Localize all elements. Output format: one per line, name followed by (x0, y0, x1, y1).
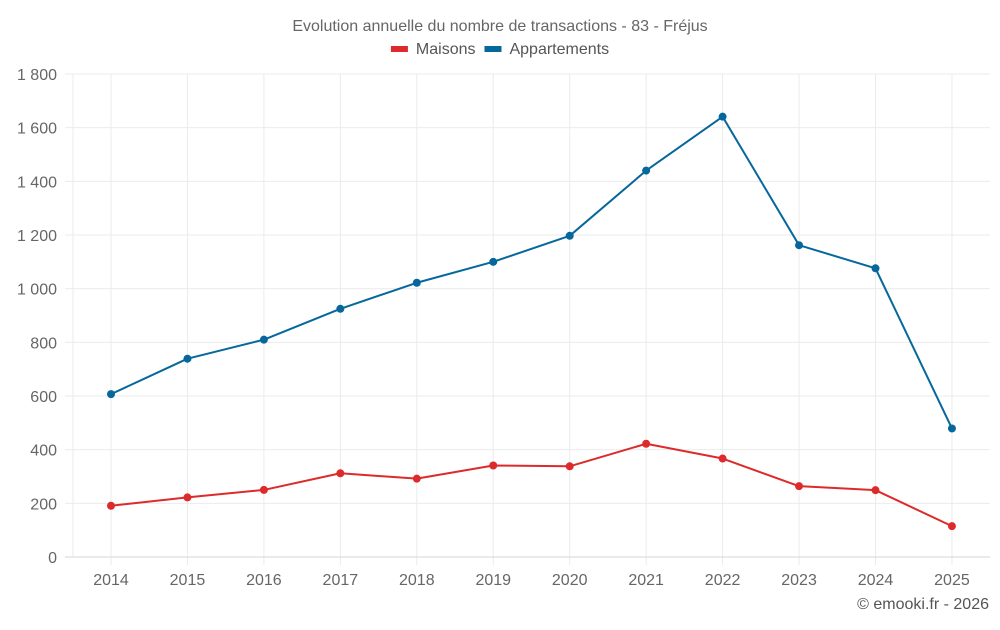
data-point-appartements-2015[interactable] (183, 354, 192, 363)
data-point-maisons-2015[interactable] (183, 493, 192, 502)
legend-swatch (484, 46, 502, 52)
y-axis: 0 200 400 600 800 1 000 1 200 1 400 1 600 1 800 (17, 67, 57, 567)
x-tick-label: 2015 (170, 572, 206, 589)
data-point-maisons-2020[interactable] (565, 462, 574, 471)
grid (65, 73, 990, 565)
x-tick-label: 2016 (246, 572, 282, 589)
series-line-maisons (110, 442, 953, 528)
y-tick-label: 1 000 (17, 282, 57, 299)
data-point-maisons-2019[interactable] (489, 461, 498, 470)
x-tick-label: 2021 (628, 572, 664, 589)
data-point-appartements-2016[interactable] (259, 335, 268, 344)
y-tick-label: 200 (30, 496, 57, 513)
y-tick-label: 1 400 (17, 174, 57, 191)
y-tick-label: 1 800 (17, 67, 57, 84)
data-point-appartements-2022[interactable] (718, 112, 727, 121)
data-point-maisons-2024[interactable] (871, 486, 880, 495)
data-point-appartements-2021[interactable] (642, 166, 651, 175)
legend: Maisons Appartements (390, 41, 609, 58)
chart-title: Evolution annuelle du nombre de transact… (292, 18, 707, 35)
legend-label: Appartements (509, 41, 609, 58)
data-point-maisons-2025[interactable] (947, 522, 956, 531)
x-axis: 2014 2015 2016 2017 2018 2019 2020 2021 2022 2023… (65, 556, 990, 589)
x-tick-label: 2023 (781, 572, 817, 589)
legend-label: Maisons (416, 41, 476, 58)
series-maisons (107, 439, 956, 531)
data-point-appartements-2020[interactable] (565, 231, 574, 240)
x-tick-label: 2025 (934, 572, 970, 589)
x-tick-label: 2022 (705, 572, 741, 589)
x-tick-label: 2017 (323, 572, 359, 589)
data-point-maisons-2016[interactable] (259, 485, 268, 494)
copyright-footer: © emooki.fr - 2026 (857, 596, 989, 613)
legend-item-appartements[interactable]: Appartements (484, 41, 609, 58)
series-line-appartements (110, 115, 953, 429)
x-tick-label: 2018 (399, 572, 435, 589)
data-point-appartements-2023[interactable] (795, 241, 804, 250)
data-point-maisons-2017[interactable] (336, 469, 345, 478)
x-tick-label: 2019 (475, 572, 511, 589)
data-point-appartements-2025[interactable] (947, 424, 956, 433)
data-point-appartements-2018[interactable] (412, 278, 421, 287)
data-point-appartements-2019[interactable] (489, 257, 498, 266)
y-tick-label: 0 (48, 550, 57, 567)
data-point-appartements-2017[interactable] (336, 304, 345, 313)
data-point-maisons-2023[interactable] (795, 482, 804, 491)
y-tick-label: 1 600 (17, 121, 57, 138)
data-point-appartements-2014[interactable] (107, 390, 115, 399)
data-point-appartements-2024[interactable] (871, 264, 880, 273)
x-tick-label: 2024 (858, 572, 894, 589)
legend-swatch (390, 46, 408, 52)
x-tick-label: 2014 (93, 572, 129, 589)
data-point-maisons-2022[interactable] (718, 454, 727, 463)
x-tick-label: 2020 (552, 572, 588, 589)
data-point-maisons-2018[interactable] (412, 474, 421, 483)
legend-item-maisons[interactable]: Maisons (390, 41, 476, 58)
y-tick-label: 1 200 (17, 228, 57, 245)
series-appartements (107, 112, 956, 433)
y-tick-label: 600 (30, 389, 57, 406)
data-point-maisons-2021[interactable] (642, 439, 651, 448)
y-tick-label: 800 (30, 335, 57, 352)
y-tick-label: 400 (30, 443, 57, 460)
series-layer (107, 112, 956, 531)
data-point-maisons-2014[interactable] (107, 501, 115, 510)
